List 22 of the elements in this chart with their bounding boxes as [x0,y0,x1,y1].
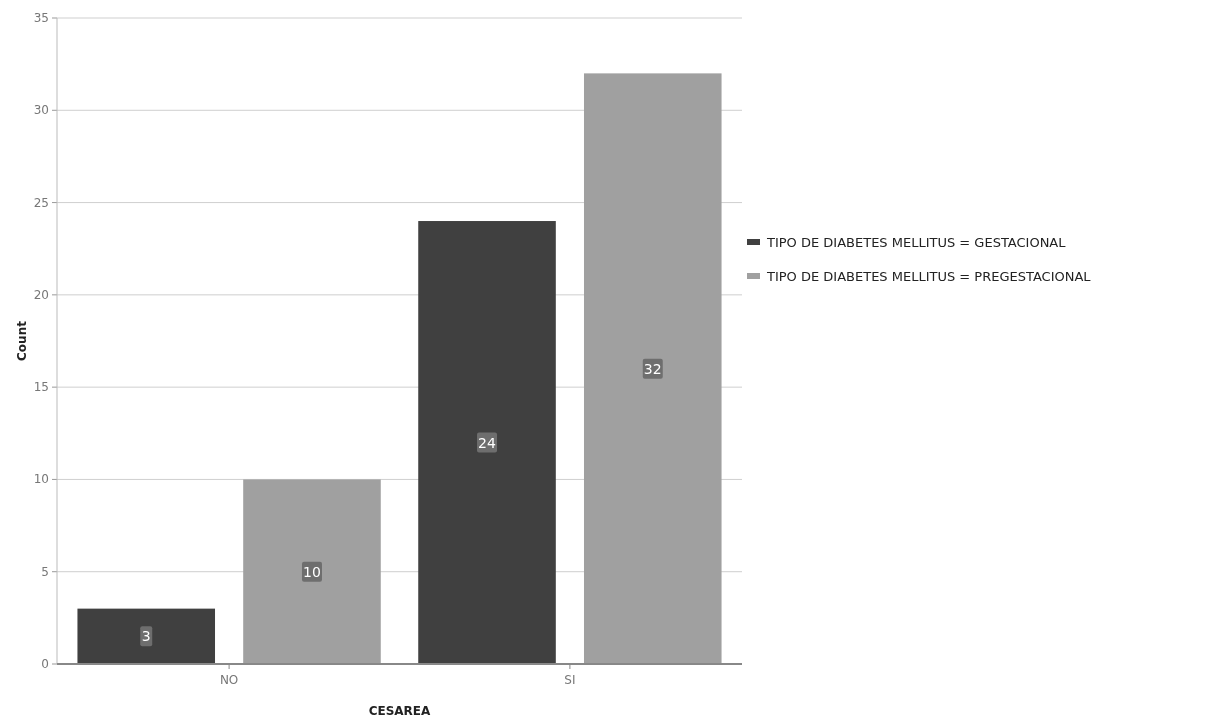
x-tick-label: SI [564,673,576,687]
y-tick-label: 0 [41,657,49,671]
y-tick-label: 10 [33,472,49,487]
data-label: 32 [643,360,662,377]
data-label: 3 [141,628,151,645]
y-tick-label: 20 [33,287,49,302]
x-tick-label: NO [219,673,239,687]
y-tick-label: 30 [33,103,49,118]
y-tick-label: 25 [33,195,49,210]
legend-label: TIPO DE DIABETES MELLITUS = GESTACIONAL [766,235,1067,250]
bar [583,73,722,664]
bar [243,479,381,664]
legend-label: TIPO DE DIABETES MELLITUS = PREGESTACIONAL [766,269,1092,284]
data-label: 10 [303,563,321,580]
y-tick-label: 35 [33,11,49,25]
y-tick-label: 5 [41,564,49,579]
data-label: 24 [478,434,497,451]
x-axis-title: CESAREA [368,704,432,718]
y-tick-label: 15 [33,380,49,395]
bar [418,221,556,664]
bar [77,608,216,664]
y-axis-title: Count [15,320,29,361]
